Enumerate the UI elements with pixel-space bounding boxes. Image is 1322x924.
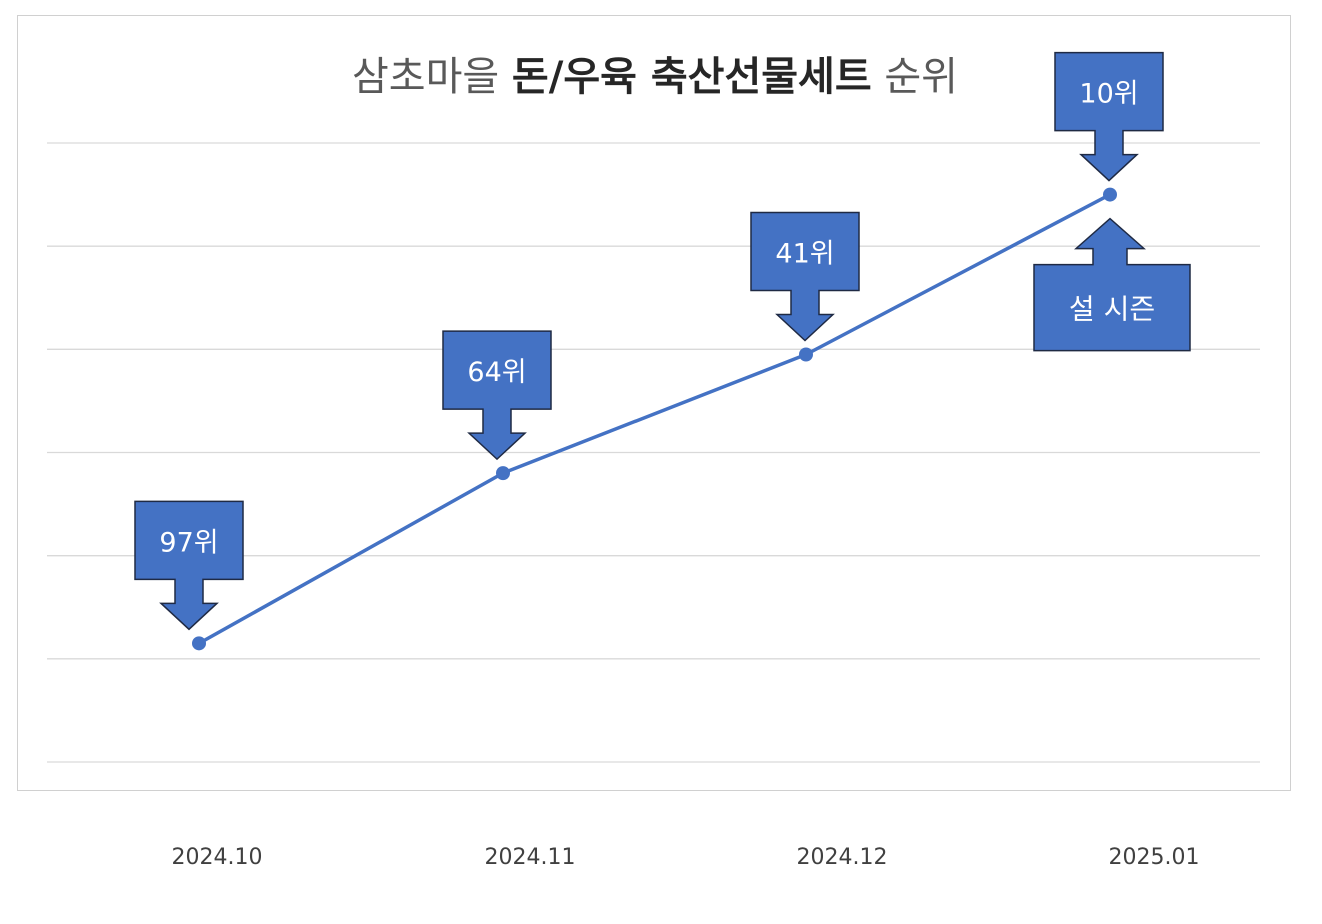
data-label: 97위 (159, 527, 218, 558)
series-line-path (198, 193, 1111, 645)
callout-arrow-shape (1054, 51, 1164, 182)
annotation-arrow-shape (1033, 217, 1191, 352)
x-tick-label: 2024.12 (797, 845, 888, 870)
x-axis: 2024.10 2024.11 2024.12 2025.01 (172, 845, 1200, 870)
data-point-2024.12 (799, 347, 813, 362)
callout-2: 41위 (750, 211, 860, 342)
data-label: 10위 (1079, 79, 1138, 110)
data-point-2025.01 (1103, 187, 1117, 202)
series-line (192, 187, 1117, 651)
callout-arrow-shape (442, 330, 552, 461)
callout-arrow-shape (134, 500, 244, 631)
data-label: 41위 (775, 238, 834, 269)
gridlines (47, 142, 1260, 763)
chart-frame (17, 15, 1291, 791)
x-tick-label: 2024.11 (485, 845, 576, 870)
annotation-label: 설 시즌 (1069, 293, 1155, 326)
x-tick-label: 2025.01 (1109, 845, 1200, 870)
data-point-2024.10 (192, 636, 206, 651)
callout-0: 97위 (134, 500, 244, 631)
chart-title: 삼초마을 돈/우육 축산선물세트 순위 (352, 54, 958, 100)
callout-1: 64위 (442, 330, 552, 461)
annotation-callout: 설 시즌 (1033, 217, 1191, 352)
callout-3: 10위 (1054, 51, 1164, 182)
data-label: 64위 (467, 357, 526, 388)
data-point-2024.11 (496, 466, 510, 481)
chart-title-part: 순위 (872, 54, 958, 100)
chart-title-part: 삼초마을 (352, 54, 512, 100)
chart-title-part: 돈/우육 축산선물세트 (512, 54, 872, 100)
callout-arrow-shape (750, 211, 860, 342)
x-tick-label: 2024.10 (172, 845, 263, 870)
